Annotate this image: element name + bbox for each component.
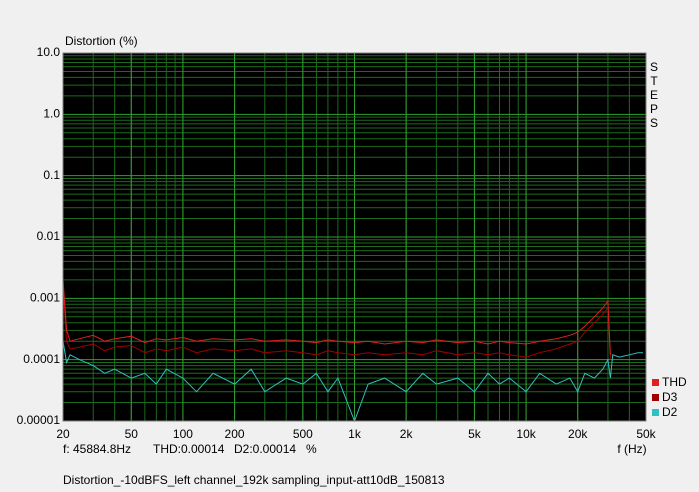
x-tick-label: 100: [173, 427, 193, 441]
y-tick-label: 0.0001: [23, 352, 60, 366]
legend-swatch: [652, 394, 659, 401]
x-tick-label: 5k: [468, 427, 482, 441]
legend-label: THD: [662, 375, 687, 389]
x-tick-label: 50: [125, 427, 139, 441]
y-tick-label: 10.0: [37, 45, 61, 59]
plot-border: [62, 52, 647, 422]
side-label: STEPS: [647, 60, 661, 130]
x-tick-label: 500: [293, 427, 313, 441]
x-tick-label: 50k: [636, 427, 656, 441]
x-tick-label: 1k: [348, 427, 362, 441]
y-tick-label: 0.001: [30, 291, 60, 305]
footer: Distortion_-10dBFS_left channel_192k sam…: [63, 473, 445, 487]
series-line: [62, 279, 611, 355]
legend-label: D3: [662, 390, 678, 404]
legend-swatch: [652, 379, 659, 386]
status-frequency: f: 45884.8Hz: [63, 442, 131, 456]
series-line: [62, 341, 643, 423]
chart-title: Distortion (%): [65, 34, 138, 48]
x-tick-label: 20: [56, 427, 70, 441]
legend-swatch: [652, 409, 659, 416]
legend-label: D2: [662, 405, 678, 419]
y-tick-label: 0.1: [43, 168, 60, 182]
x-tick-label: 2k: [400, 427, 414, 441]
y-tick-label: 0.01: [37, 229, 61, 243]
series-line: [62, 287, 611, 360]
y-tick-label: 0.00001: [17, 413, 61, 427]
x-tick-label: 10k: [516, 427, 536, 441]
x-tick-label: 200: [225, 427, 245, 441]
status-d2: D2:0.00014: [234, 442, 296, 456]
y-tick-label: 1.0: [43, 107, 60, 121]
x-tick-label: 20k: [568, 427, 588, 441]
status-unit: %: [306, 442, 317, 456]
status-thd: THD:0.00014: [153, 442, 225, 456]
x-axis-label: f (Hz): [617, 442, 646, 456]
